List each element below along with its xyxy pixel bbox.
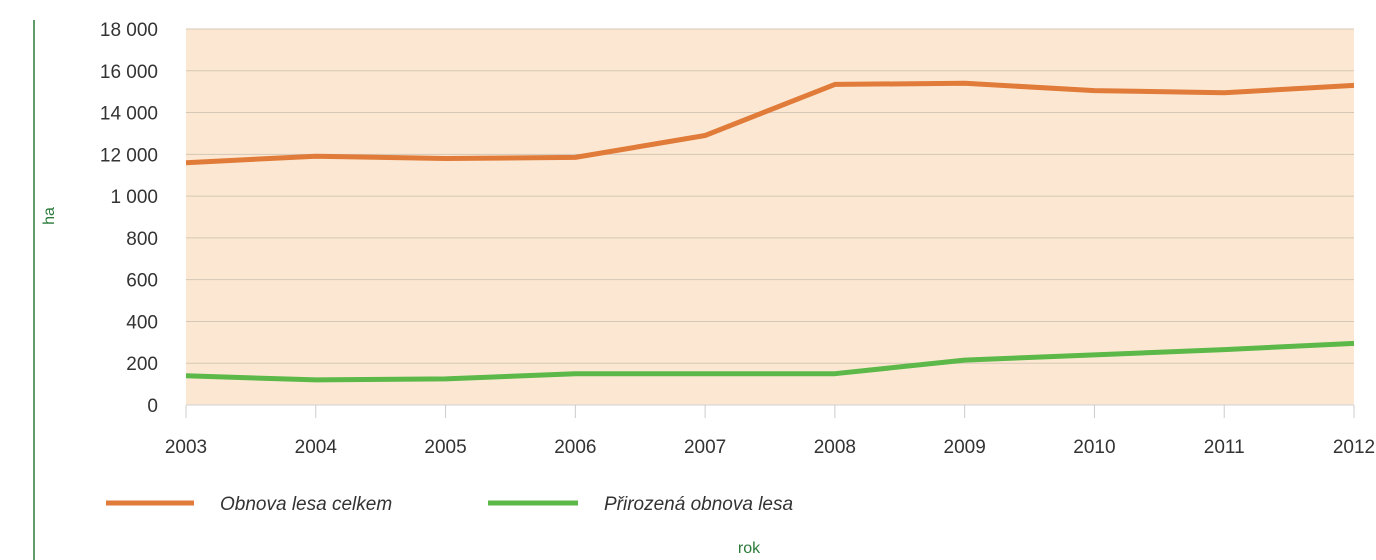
y-tick-label: 14 000 [100,104,158,125]
series-line [185,80,1355,166]
x-axis-ticks: 2003 2004 2005 2006 2007 2008 2009 2010 2011 2012 [165,405,1375,458]
legend-label: Obnova lesa celkem [220,494,392,515]
series-line [185,340,1355,383]
series-lines [185,80,1355,383]
y-tick-label: 0 [147,396,158,417]
x-tick-label: 2008 [814,437,856,458]
y-tick-label: 600 [126,271,158,292]
y-tick-label: 800 [126,229,158,250]
x-tick-label: 2007 [684,437,726,458]
legend: Obnova lesa celkem Přirozená obnova lesa [106,494,793,515]
y-axis-ticks: 0 200 400 600 800 1 000 12 000 14 000 16 000 18 0… [100,20,158,417]
x-tick-label: 2004 [295,437,338,458]
grid-lines [186,28,1354,364]
y-tick-label: 12 000 [100,145,158,166]
x-tick-label: 2009 [944,437,986,458]
plot-area [186,29,1354,405]
y-tick-label: 200 [126,354,158,375]
x-tick-label: 2003 [165,437,207,458]
y-tick-label: 16 000 [100,62,158,83]
y-axis-title: ha [41,207,58,225]
legend-label: Přirozená obnova lesa [604,494,793,515]
y-tick-label: 1 000 [110,187,158,208]
x-axis-title: rok [738,540,761,557]
x-tick-label: 2006 [554,437,596,458]
x-tick-label: 2012 [1333,437,1375,458]
x-tick-label: 2011 [1204,437,1245,458]
y-tick-label: 18 000 [100,20,158,41]
y-tick-label: 400 [126,312,158,333]
x-tick-label: 2010 [1073,437,1115,458]
x-tick-label: 2005 [424,437,466,458]
